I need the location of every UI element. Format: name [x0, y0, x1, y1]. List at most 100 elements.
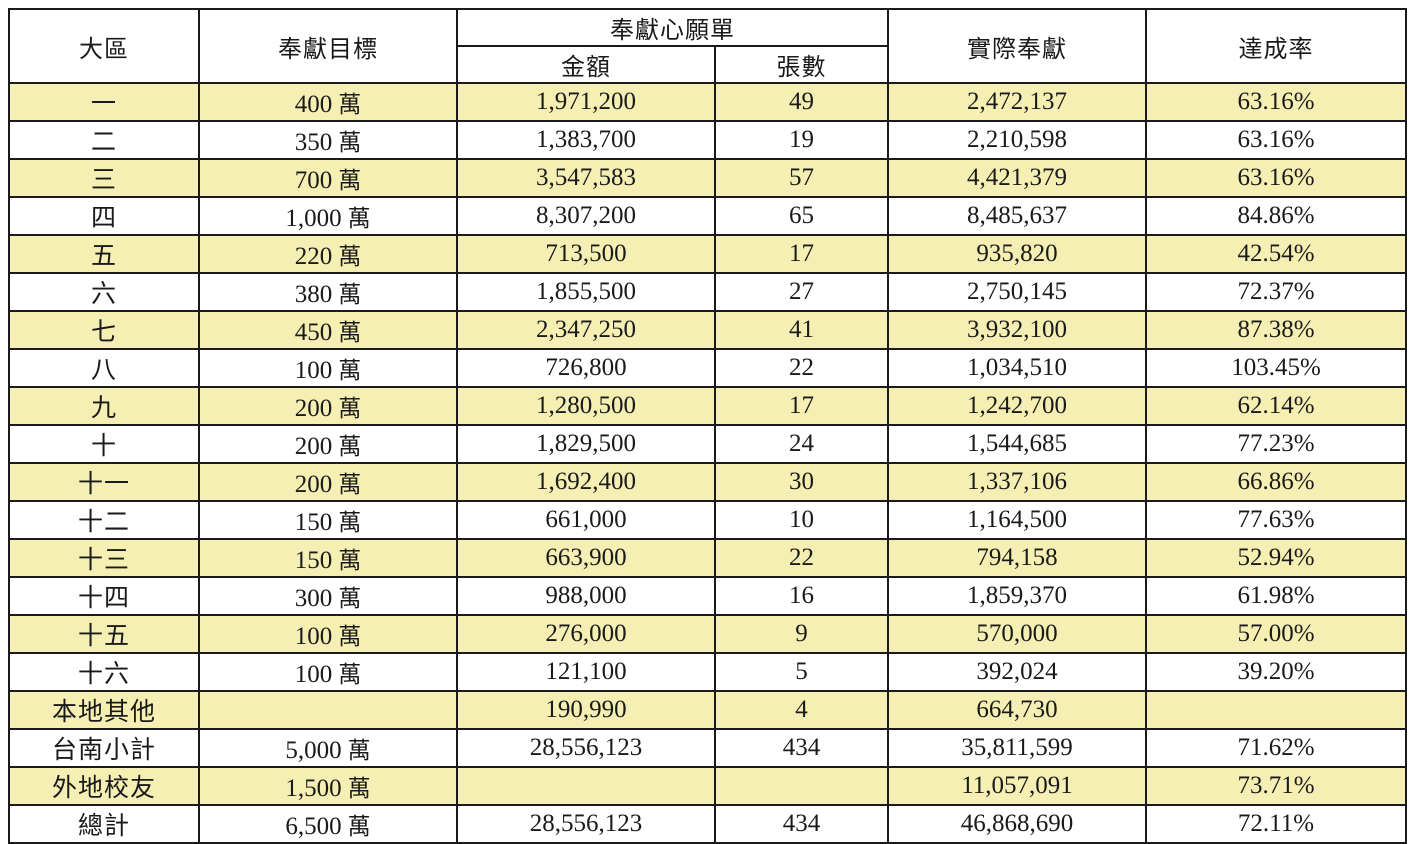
cell-count: 22 [714, 348, 889, 388]
table-row: 十六 100 萬 121,100 5 392,024 39.20% [8, 652, 1407, 692]
target-unit: 萬 [338, 130, 362, 156]
cell-count: 22 [714, 538, 889, 578]
table-row: 六 380 萬 1,855,500 27 2,750,145 72.37% [8, 272, 1407, 312]
cell-amount: 28,556,123 [456, 804, 716, 844]
cell-region: 三 [8, 158, 200, 198]
table-row: 十四 300 萬 988,000 16 1,859,370 61.98% [8, 576, 1407, 616]
table-row: 一 400 萬 1,971,200 49 2,472,137 63.16% [8, 82, 1407, 122]
cell-region: 十 [8, 424, 200, 464]
cell-rate: 77.63% [1145, 500, 1407, 540]
cell-actual: 46,868,690 [887, 804, 1147, 844]
cell-count: 57 [714, 158, 889, 198]
target-unit: 萬 [338, 244, 362, 270]
target-value: 150 [294, 509, 333, 536]
cell-amount: 1,855,500 [456, 272, 716, 312]
cell-amount: 988,000 [456, 576, 716, 616]
cell-target: 200 萬 [198, 386, 458, 426]
table-row: 台南小計 5,000 萬 28,556,123 434 35,811,599 71.62% [8, 728, 1407, 768]
cell-region: 總計 [8, 804, 200, 844]
cell-count: 4 [714, 690, 889, 730]
cell-count: 65 [714, 196, 889, 236]
header-target: 奉獻目標 [198, 8, 458, 84]
cell-region: 十六 [8, 652, 200, 692]
cell-target: 450 萬 [198, 310, 458, 350]
target-unit: 萬 [338, 434, 362, 460]
cell-actual: 3,932,100 [887, 310, 1147, 350]
cell-target: 6,500 萬 [198, 804, 458, 844]
target-value: 700 [294, 167, 333, 194]
header-amount: 金額 [456, 45, 716, 84]
cell-actual: 570,000 [887, 614, 1147, 654]
cell-rate: 73.71% [1145, 766, 1407, 806]
table-row: 二 350 萬 1,383,700 19 2,210,598 63.16% [8, 120, 1407, 160]
cell-rate [1145, 690, 1407, 730]
header-actual: 實際奉獻 [887, 8, 1147, 84]
cell-target: 5,000 萬 [198, 728, 458, 768]
cell-count: 19 [714, 120, 889, 160]
cell-amount: 121,100 [456, 652, 716, 692]
target-value: 200 [294, 471, 333, 498]
target-unit: 萬 [338, 472, 362, 498]
table-row: 八 100 萬 726,800 22 1,034,510 103.45% [8, 348, 1407, 388]
table-row: 十 200 萬 1,829,500 24 1,544,685 77.23% [8, 424, 1407, 464]
cell-region: 十四 [8, 576, 200, 616]
target-value: 200 [294, 395, 333, 422]
table-row: 十五 100 萬 276,000 9 570,000 57.00% [8, 614, 1407, 654]
cell-actual: 2,750,145 [887, 272, 1147, 312]
target-unit: 萬 [338, 662, 362, 688]
cell-target: 200 萬 [198, 462, 458, 502]
header-region: 大區 [8, 8, 200, 84]
cell-actual: 2,472,137 [887, 82, 1147, 122]
target-value: 100 [294, 623, 333, 650]
target-unit: 萬 [347, 776, 371, 802]
cell-target [198, 690, 458, 730]
target-value: 6,500 [285, 813, 342, 840]
cell-target: 700 萬 [198, 158, 458, 198]
cell-region: 十三 [8, 538, 200, 578]
cell-region: 十二 [8, 500, 200, 540]
cell-count: 30 [714, 462, 889, 502]
cell-actual: 4,421,379 [887, 158, 1147, 198]
cell-rate: 57.00% [1145, 614, 1407, 654]
cell-amount: 1,971,200 [456, 82, 716, 122]
target-value: 380 [294, 281, 333, 308]
cell-rate: 39.20% [1145, 652, 1407, 692]
cell-amount: 1,280,500 [456, 386, 716, 426]
cell-amount: 726,800 [456, 348, 716, 388]
cell-actual: 392,024 [887, 652, 1147, 692]
cell-target: 350 萬 [198, 120, 458, 160]
cell-count: 17 [714, 386, 889, 426]
cell-rate: 61.98% [1145, 576, 1407, 616]
cell-rate: 52.94% [1145, 538, 1407, 578]
cell-count: 24 [714, 424, 889, 464]
cell-target: 300 萬 [198, 576, 458, 616]
cell-target: 100 萬 [198, 614, 458, 654]
cell-count: 49 [714, 82, 889, 122]
target-unit: 萬 [338, 168, 362, 194]
table-header: 大區 奉獻目標 奉獻心願單 實際奉獻 達成率 金額 張數 [8, 8, 1407, 84]
cell-region: 九 [8, 386, 200, 426]
cell-amount: 663,900 [456, 538, 716, 578]
cell-amount: 1,829,500 [456, 424, 716, 464]
cell-region: 台南小計 [8, 728, 200, 768]
cell-count: 10 [714, 500, 889, 540]
cell-target: 100 萬 [198, 652, 458, 692]
cell-rate: 71.62% [1145, 728, 1407, 768]
header-rate: 達成率 [1145, 8, 1407, 84]
cell-rate: 72.11% [1145, 804, 1407, 844]
cell-target: 380 萬 [198, 272, 458, 312]
target-value: 450 [294, 319, 333, 346]
table-row: 九 200 萬 1,280,500 17 1,242,700 62.14% [8, 386, 1407, 426]
cell-region: 六 [8, 272, 200, 312]
table-row: 本地其他 190,990 4 664,730 [8, 690, 1407, 730]
target-value: 220 [294, 243, 333, 270]
target-value: 350 [294, 129, 333, 156]
cell-rate: 62.14% [1145, 386, 1407, 426]
cell-actual: 1,337,106 [887, 462, 1147, 502]
cell-amount: 3,547,583 [456, 158, 716, 198]
donation-table-container: 大區 奉獻目標 奉獻心願單 實際奉獻 達成率 金額 張數 一 400 萬 1,971,… [8, 8, 1407, 844]
cell-rate: 87.38% [1145, 310, 1407, 350]
cell-count: 16 [714, 576, 889, 616]
cell-target: 1,000 萬 [198, 196, 458, 236]
target-unit: 萬 [338, 358, 362, 384]
